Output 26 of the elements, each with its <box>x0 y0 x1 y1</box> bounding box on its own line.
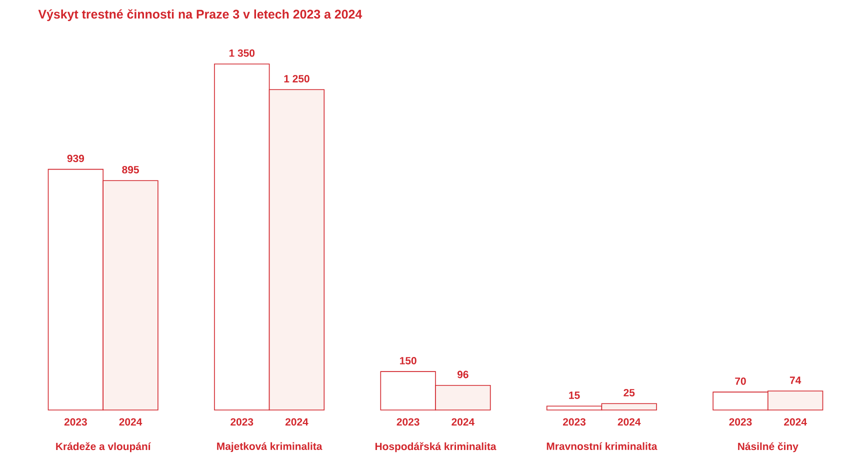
text: 2024 <box>618 418 641 426</box>
data-label: 70 <box>735 377 746 385</box>
text: 2023 <box>729 418 752 426</box>
x-tick-label: Násilné činy <box>738 442 798 452</box>
data-label: 1 350 <box>229 49 255 57</box>
data-label: 939 <box>67 154 84 162</box>
x-tick-label: Krádeže a vloupání <box>56 442 152 452</box>
series-label: 2024 <box>119 418 142 426</box>
text: 2024 <box>285 418 308 426</box>
data-label: 150 <box>400 356 416 364</box>
series-label: 2023 <box>64 418 87 426</box>
data-label: 1 250 <box>284 75 310 82</box>
data-label: 15 <box>569 392 580 399</box>
data-label: 25 <box>624 388 635 396</box>
text: 2024 <box>784 418 807 426</box>
data-label: 96 <box>457 370 468 378</box>
text: 2024 <box>452 418 474 426</box>
x-tick-label: Mravnostní kriminalita <box>546 442 658 450</box>
text: 2023 <box>230 418 254 426</box>
data-label: 895 <box>122 166 139 174</box>
text: 2023 <box>563 418 586 426</box>
chart-title: Výskyt trestné činnosti na Praze 3 v letech 2023 a 2024 <box>38 9 362 22</box>
x-tick-label: Majetková kriminalita <box>217 442 322 452</box>
x-tick-label: Hospodářská kriminalita <box>375 442 496 452</box>
text: 2023 <box>396 418 420 426</box>
data-label: 74 <box>790 376 802 384</box>
